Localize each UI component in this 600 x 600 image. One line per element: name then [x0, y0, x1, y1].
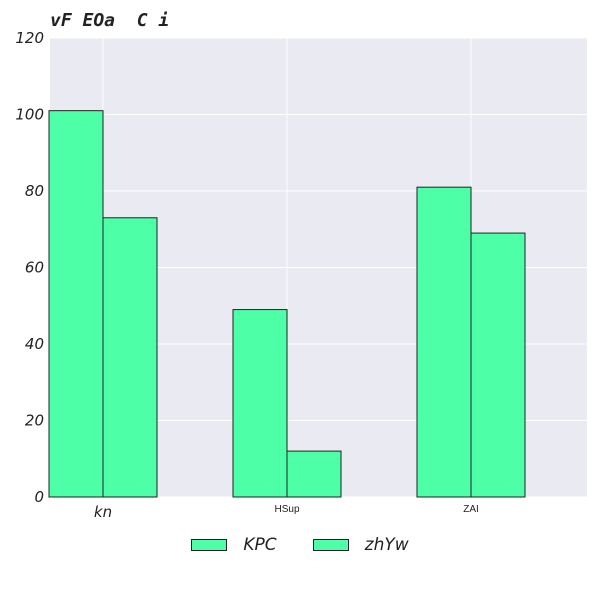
y-tick-label: 80	[25, 182, 44, 200]
y-tick-label: 60	[25, 259, 44, 277]
bar-2-kn	[102, 217, 158, 498]
x-tick-label: HSup	[274, 504, 299, 515]
bar-1-ZAI	[416, 186, 472, 498]
y-tick-label: 100	[15, 106, 44, 124]
legend: KPC zhYw	[0, 533, 600, 557]
legend-label-1: KPC	[243, 535, 277, 555]
x-tick-label: ZAI	[463, 504, 479, 515]
bars	[48, 110, 526, 498]
y-tick-label: 120	[15, 29, 44, 47]
legend-label-2: zhYw	[364, 535, 409, 555]
legend-swatch-1	[191, 539, 228, 551]
bar-2-ZAI	[470, 232, 526, 498]
y-tick-label: 20	[25, 412, 44, 430]
x-tick-labels: kn HSup ZAI	[94, 503, 479, 521]
legend-item-1: KPC	[191, 535, 277, 555]
x-tick-label: kn	[94, 503, 112, 521]
y-tick-label: 0	[34, 488, 44, 506]
y-tick-labels: 0 20 40 60 80 100 120	[15, 29, 44, 506]
legend-item-2: zhYw	[312, 535, 409, 555]
legend-swatch-2	[312, 539, 349, 551]
bar-1-kn	[48, 110, 104, 498]
chart-title: vF EOa C i	[50, 10, 170, 31]
bar-2-HSup	[286, 450, 342, 498]
y-tick-label: 40	[25, 335, 44, 353]
bar-1-HSup	[232, 309, 288, 498]
